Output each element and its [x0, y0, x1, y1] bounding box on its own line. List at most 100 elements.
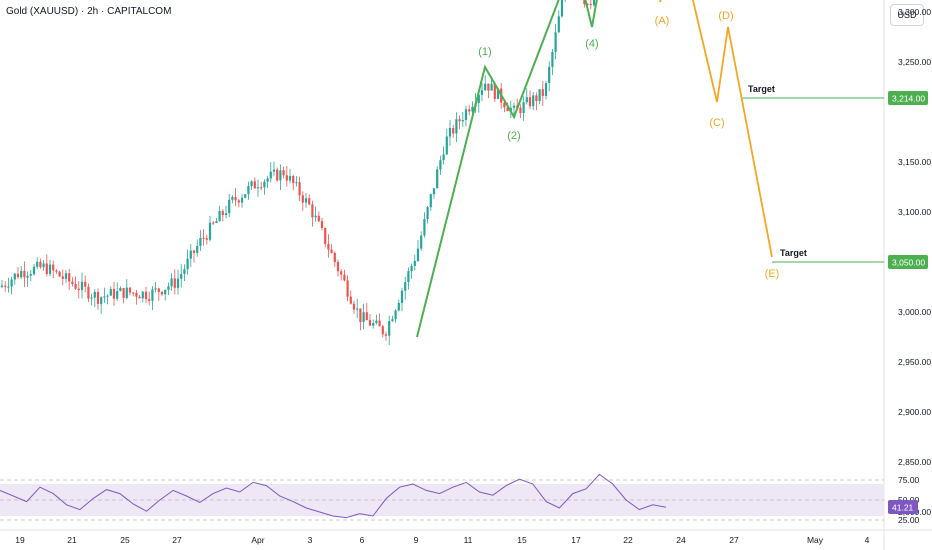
candle-body	[368, 320, 372, 326]
candle-body	[196, 245, 199, 253]
candle-body	[151, 289, 154, 301]
x-tick-label: 15	[517, 535, 527, 545]
candle-body	[288, 176, 292, 181]
candle-body	[468, 109, 471, 112]
wave-label-projected: (E)	[765, 268, 780, 280]
candle-body	[170, 278, 173, 287]
candle-body	[160, 291, 164, 295]
candle-body	[23, 270, 26, 278]
candle-body	[240, 197, 244, 203]
candle-body	[10, 279, 13, 287]
candle-body	[503, 102, 506, 108]
candle-body	[119, 288, 122, 292]
candle-body	[509, 107, 512, 112]
x-tick-label: 6	[360, 535, 365, 545]
candle-body	[208, 222, 212, 240]
candle-body	[535, 95, 538, 102]
currency-button[interactable]: USD	[890, 4, 924, 26]
candle-body	[336, 262, 340, 272]
candle-body	[583, 0, 586, 5]
candle-body	[96, 291, 100, 304]
rsi-y-tick-label: 50.00	[898, 495, 920, 505]
candle-body	[429, 194, 432, 208]
candle-body	[304, 198, 308, 203]
candle-body	[484, 83, 487, 91]
candle-body	[100, 297, 103, 304]
candle-body	[522, 102, 525, 114]
candle-body	[586, 4, 589, 6]
candle-body	[260, 187, 263, 189]
candle-body	[87, 286, 90, 299]
candle-body	[548, 66, 551, 84]
candle-body	[487, 83, 490, 91]
candle-body	[461, 119, 464, 122]
candle-body	[439, 160, 442, 170]
candle-body	[231, 197, 234, 200]
candle-body	[122, 288, 125, 298]
candle-body	[183, 269, 186, 274]
candle-body	[212, 222, 215, 224]
candle-body	[269, 171, 272, 179]
candle-body	[228, 199, 231, 214]
candle-body	[445, 136, 448, 155]
candle-body	[592, 0, 596, 6]
candle-body	[279, 170, 282, 181]
price-tag-label: 3,214.00	[892, 94, 925, 104]
candle-body	[202, 237, 205, 239]
candle-body	[436, 169, 439, 189]
rsi-value-label: 41.21	[892, 503, 914, 513]
y-tick-label: 3,100.00	[898, 207, 931, 217]
candle-body	[263, 181, 266, 188]
candle-body	[532, 95, 535, 107]
candle-body	[29, 274, 32, 276]
candle-body	[384, 334, 388, 336]
candle-body	[375, 320, 378, 324]
candle-body	[42, 263, 45, 268]
candle-body	[234, 197, 237, 201]
candle-body	[397, 302, 400, 311]
candle-body	[301, 195, 304, 203]
x-tick-label: 27	[172, 535, 182, 545]
candle-body	[157, 288, 160, 292]
candle-body	[448, 127, 452, 137]
candle-body	[205, 238, 208, 240]
candle-body	[36, 261, 39, 267]
candle-body	[362, 312, 365, 322]
candle-body	[343, 274, 346, 281]
candle-body	[333, 252, 336, 263]
candle-body	[359, 308, 362, 322]
candle-body	[112, 288, 116, 299]
candle-body	[432, 188, 436, 195]
candle-body	[295, 182, 298, 184]
candle-body	[320, 221, 324, 228]
candle-body	[317, 215, 320, 222]
candle-body	[266, 178, 269, 182]
rsi-value-tag	[888, 500, 918, 515]
x-tick-label: 4	[865, 535, 870, 545]
candle-body	[490, 83, 493, 91]
candle-body	[452, 127, 455, 134]
candle-body	[426, 207, 429, 220]
target-label: Target	[748, 84, 775, 94]
candle-body	[458, 119, 461, 122]
candle-body	[148, 299, 151, 301]
wave-label-impulse: (4)	[585, 38, 598, 50]
candle-body	[544, 83, 548, 97]
candle-body	[464, 109, 468, 120]
candle-body	[116, 291, 119, 299]
candle-body	[292, 176, 295, 184]
candle-body	[407, 271, 410, 283]
candle-body	[16, 273, 20, 278]
candle-body	[32, 266, 36, 275]
candle-body	[352, 303, 356, 310]
candle-body	[106, 295, 109, 297]
y-tick-label: 3,300.00	[898, 7, 931, 17]
price-tag-bg	[888, 91, 928, 105]
candle-body	[282, 170, 285, 176]
candle-body	[13, 273, 16, 280]
candle-body	[141, 291, 144, 299]
candle-body	[346, 280, 349, 297]
candle-body	[471, 106, 474, 112]
candle-body	[506, 107, 509, 112]
